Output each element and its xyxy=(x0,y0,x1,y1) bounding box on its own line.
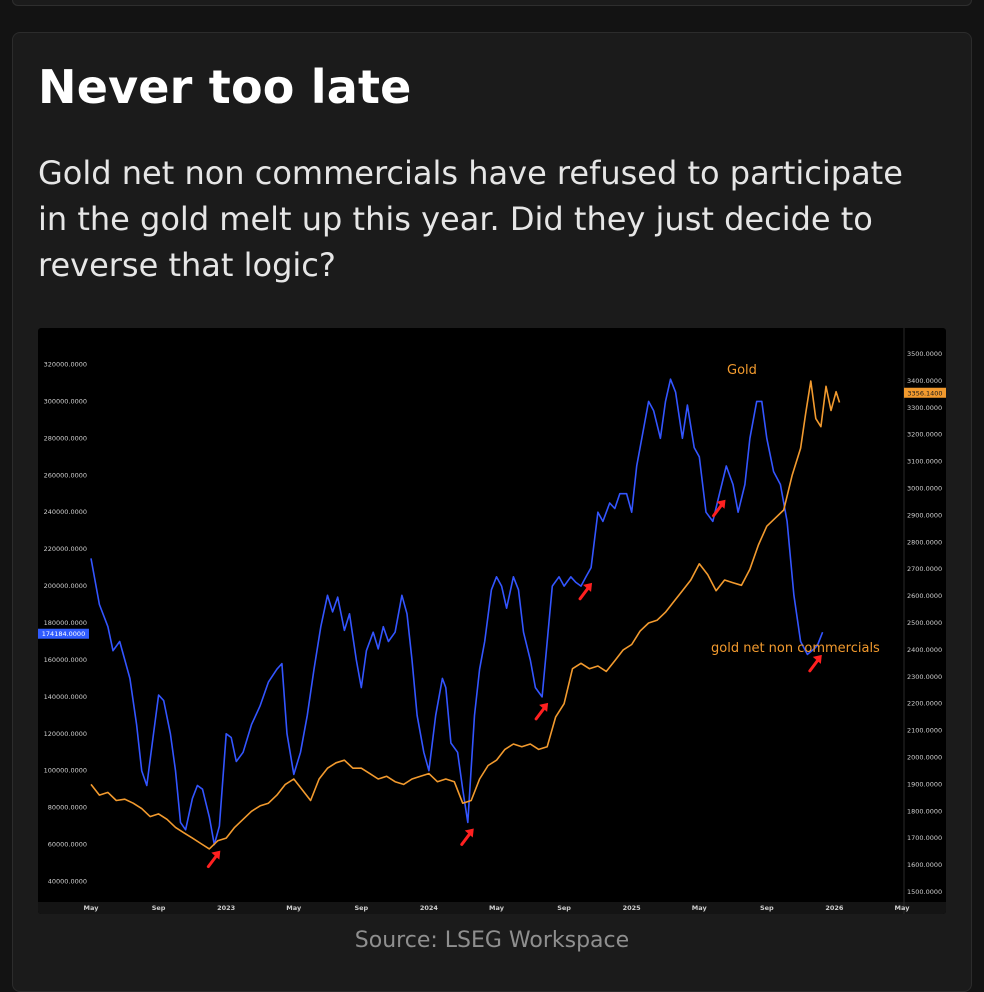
y-right-tick-label: 2600.0000 xyxy=(907,592,942,600)
left-last-value-label: 174184.0000 xyxy=(42,630,85,638)
y-right-tick-label: 3500.0000 xyxy=(907,350,942,358)
y-right-tick-label: 2800.0000 xyxy=(907,538,942,546)
red-arrow-shaft xyxy=(206,853,219,869)
red-arrow-head xyxy=(211,850,221,860)
red-arrow-head xyxy=(812,654,822,664)
y-left-tick-label: 160000.0000 xyxy=(44,656,87,664)
y-right-tick-label: 2300.0000 xyxy=(907,673,942,681)
y-right-tick-label: 3000.0000 xyxy=(907,485,942,493)
red-arrow-shaft xyxy=(534,705,547,721)
red-arrow-shaft xyxy=(712,502,725,518)
x-tick-label: May xyxy=(489,904,505,912)
red-arrow-shaft xyxy=(808,657,821,673)
marker-layer xyxy=(206,499,822,869)
y-left-tick-label: 240000.0000 xyxy=(44,508,87,516)
y-right-tick-label: 3200.0000 xyxy=(907,431,942,439)
axes-layer: 40000.0000 60000.0000 80000.0000 100000.000… xyxy=(38,328,946,914)
source-caption: Source: LSEG Workspace xyxy=(354,928,630,953)
red-arrow-head xyxy=(464,828,474,838)
y-right-tick-label: 2400.0000 xyxy=(907,646,942,654)
y-right-tick-label: 1600.0000 xyxy=(907,861,942,869)
y-left-tick-label: 300000.0000 xyxy=(44,397,87,405)
y-right-tick-label: 2200.0000 xyxy=(907,700,942,708)
x-tick-label: May xyxy=(692,904,708,912)
x-tick-label: May xyxy=(84,904,100,912)
label-layer: 174184.0000 3356.1400 Gold gold net non com… xyxy=(38,363,946,656)
x-tick-label: May xyxy=(286,904,302,912)
y-left-tick-label: 220000.0000 xyxy=(44,545,87,553)
y-left-tick-label: 320000.0000 xyxy=(44,360,87,368)
x-tick-label: 2024 xyxy=(420,904,439,912)
y-left-tick-label: 280000.0000 xyxy=(44,434,87,442)
x-tick-label: Sep xyxy=(152,904,166,912)
y-right-tick-label: 1700.0000 xyxy=(907,834,942,842)
red-arrow-shaft xyxy=(578,585,591,601)
red-arrow-head xyxy=(539,702,549,712)
y-right-tick-label: 2900.0000 xyxy=(907,511,942,519)
x-tick-label: 2023 xyxy=(217,904,235,912)
y-left-tick-label: 80000.0000 xyxy=(48,804,87,812)
previous-card-edge xyxy=(12,0,972,6)
y-left-tick-label: 120000.0000 xyxy=(44,730,87,738)
chart-container: 40000.0000 60000.0000 80000.0000 100000.000… xyxy=(38,328,946,914)
x-tick-label: May xyxy=(895,904,911,912)
y-left-tick-label: 100000.0000 xyxy=(44,767,87,775)
gold-price-line xyxy=(90,380,841,850)
red-arrow-head xyxy=(716,499,726,509)
y-left-tick-label: 40000.0000 xyxy=(48,878,87,886)
y-right-tick-label: 1900.0000 xyxy=(907,780,942,788)
y-left-tick-label: 60000.0000 xyxy=(48,841,87,849)
gold-vs-net-noncommercials-chart: 40000.0000 60000.0000 80000.0000 100000.000… xyxy=(38,328,946,914)
right-last-value-badge xyxy=(904,387,946,398)
post-title: Never too late xyxy=(38,60,412,114)
red-arrow-shaft xyxy=(460,830,473,846)
y-left-tick-label: 200000.0000 xyxy=(44,582,87,590)
y-right-tick-label: 2100.0000 xyxy=(907,727,942,735)
right-last-value-label: 3356.1400 xyxy=(907,389,942,397)
x-tick-label: Sep xyxy=(760,904,774,912)
y-right-tick-label: 2700.0000 xyxy=(907,565,942,573)
y-right-tick-label: 2000.0000 xyxy=(907,753,942,761)
red-arrow-head xyxy=(583,582,593,592)
y-right-tick-label: 1500.0000 xyxy=(907,888,942,896)
post-subtitle: Gold net non commercials have refused to… xyxy=(38,154,903,284)
gold-series-annotation: Gold xyxy=(727,363,757,378)
x-axis-band xyxy=(38,902,946,914)
y-right-tick-label: 3300.0000 xyxy=(907,404,942,412)
y-right-tick-label: 3100.0000 xyxy=(907,458,942,466)
left-last-value-badge xyxy=(38,628,89,639)
x-tick-label: Sep xyxy=(557,904,571,912)
y-left-tick-label: 140000.0000 xyxy=(44,693,87,701)
x-tick-label: Sep xyxy=(354,904,368,912)
y-right-tick-label: 3400.0000 xyxy=(907,377,942,385)
net-noncommercials-annotation: gold net non commercials xyxy=(711,641,880,656)
series-layer xyxy=(90,378,841,850)
x-tick-label: 2025 xyxy=(623,904,642,912)
y-right-tick-label: 2500.0000 xyxy=(907,619,942,627)
y-right-tick-label: 1800.0000 xyxy=(907,807,942,815)
y-left-tick-label: 260000.0000 xyxy=(44,471,87,479)
y-left-tick-label: 180000.0000 xyxy=(44,619,87,627)
net-noncommercials-line xyxy=(90,378,824,846)
x-tick-label: 2026 xyxy=(825,904,844,912)
